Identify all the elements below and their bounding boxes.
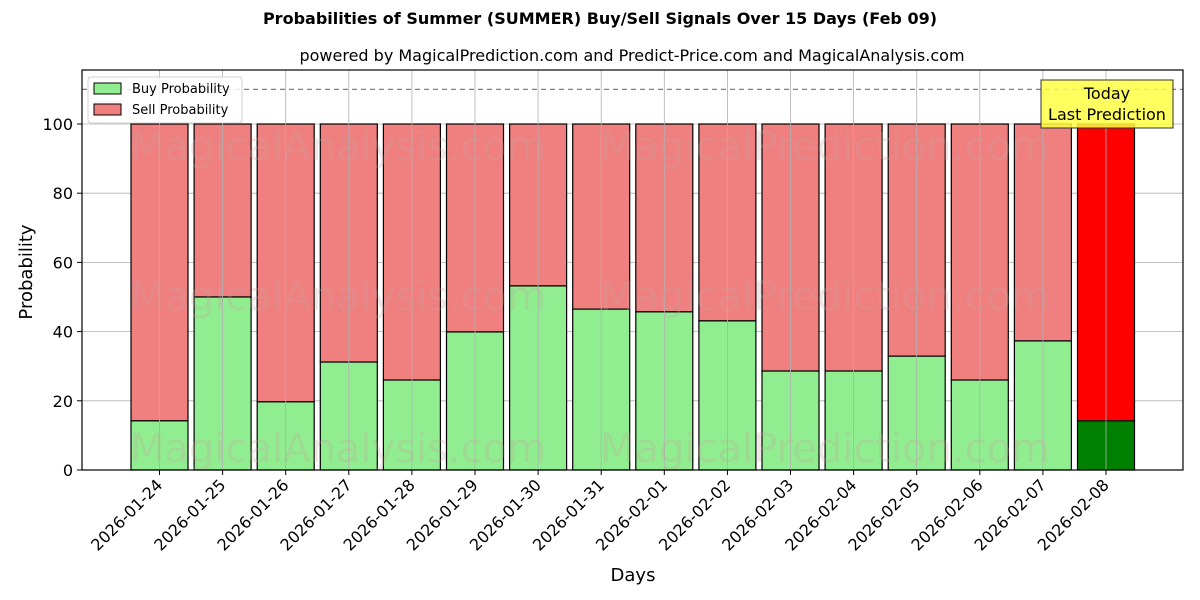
y-tick-label: 80 [53, 184, 73, 203]
watermark-text: MagicalAnalysis.com [130, 426, 546, 472]
watermark-text: MagicalAnalysis.com [130, 124, 546, 170]
today-annotation: Today Last Prediction [1040, 79, 1174, 129]
watermark-text: MagicalPrediction.com [600, 426, 1050, 472]
watermark-text: MagicalPrediction.com [600, 124, 1050, 170]
y-tick-label: 60 [53, 253, 73, 272]
x-axis-label: Days [611, 565, 656, 586]
x-axis: 2026-01-242026-01-252026-01-262026-01-27… [87, 470, 1113, 555]
y-axis-label: Probability [16, 224, 37, 319]
y-tick-label: 40 [53, 323, 73, 342]
annotation-line2: Last Prediction [1048, 105, 1166, 124]
plot-frame [81, 69, 1184, 471]
annotation-line1: Today [1083, 84, 1130, 103]
watermarks: MagicalAnalysis.com MagicalPrediction.com… [130, 124, 1050, 472]
legend-swatch-buy [93, 82, 122, 95]
y-tick-label: 20 [53, 392, 73, 411]
watermark-text: MagicalPrediction.com [600, 274, 1050, 320]
legend-label-sell: Sell Probability [132, 103, 229, 118]
legend: Buy Probability Sell Probability [87, 76, 243, 124]
y-tick-label: 0 [63, 461, 73, 480]
bar-series [130, 70, 1136, 471]
chart-subtitle: powered by MagicalPrediction.com and Pre… [299, 46, 965, 65]
watermark-text: MagicalAnalysis.com [130, 274, 546, 320]
legend-swatch-sell [93, 103, 122, 116]
y-tick-label: 100 [42, 115, 73, 134]
legend-label-buy: Buy Probability [132, 82, 230, 97]
y-axis: 0 20 40 60 80 100 [42, 115, 82, 480]
chart-title: Probabilities of Summer (SUMMER) Buy/Sel… [262, 9, 938, 28]
